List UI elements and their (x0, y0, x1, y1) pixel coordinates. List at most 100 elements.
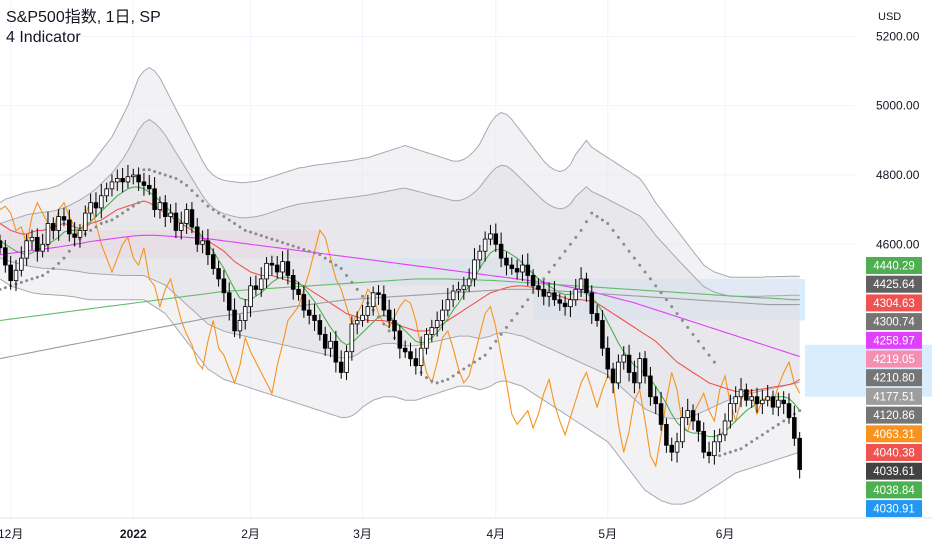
sar-dot (446, 377, 450, 381)
candle (152, 177, 157, 218)
candle-body (680, 417, 685, 443)
candle-body (786, 403, 792, 418)
candle (93, 192, 99, 217)
sar-dot (275, 239, 279, 243)
sar-dot (494, 339, 498, 343)
sar-dot (755, 436, 759, 440)
bollinger-outer-upper-line (0, 67, 800, 278)
sar-dot (131, 204, 135, 208)
candle-body (141, 181, 147, 186)
candle (685, 398, 690, 426)
candle-body (269, 262, 275, 266)
candles (0, 164, 802, 479)
sar-dot (430, 379, 434, 383)
candle (621, 346, 627, 370)
candle-body (253, 285, 259, 290)
candle-body (621, 354, 627, 363)
sar-dot (382, 322, 386, 326)
candle (338, 350, 344, 379)
candle-body (450, 290, 456, 301)
sar-dot (153, 170, 157, 174)
candle (280, 251, 285, 280)
bollinger-outer-band (0, 67, 800, 505)
candle-body (386, 309, 392, 321)
sar-dot (387, 329, 391, 333)
candle-body (83, 212, 88, 231)
candle (147, 174, 152, 196)
sar-dot (579, 228, 583, 232)
candle (290, 269, 296, 300)
candle (370, 286, 376, 316)
candle-body (568, 299, 573, 308)
candle-body (610, 368, 616, 384)
candle (35, 228, 40, 262)
sar-dot (643, 270, 647, 274)
candle (493, 223, 499, 252)
time-axis: 12月 2022 2月 3月 4月 5月 6月 (0, 517, 932, 541)
candle (776, 392, 781, 417)
candle-body (461, 285, 467, 290)
candle-body (93, 202, 99, 209)
candle-body (338, 361, 344, 373)
candle-body (115, 178, 120, 183)
candle-body (210, 254, 216, 269)
candle-body (413, 358, 419, 366)
candle (733, 386, 738, 413)
price-tag-background (866, 257, 922, 274)
candle-body (232, 309, 237, 332)
candle-body (541, 288, 547, 297)
candle-body (685, 410, 690, 418)
candle (701, 422, 706, 459)
candle-body (131, 174, 136, 178)
sar-dot (19, 280, 23, 284)
candle-body (3, 247, 8, 266)
sar-dot (510, 319, 514, 323)
candle (552, 281, 557, 306)
sar-dot (472, 360, 476, 364)
candle-body (67, 219, 72, 235)
candle-body (589, 292, 595, 314)
price-tag: 4120.86 (866, 406, 922, 424)
sar-dot (547, 270, 551, 274)
candle (40, 233, 45, 258)
sar-dot (739, 447, 743, 451)
candle-body (578, 278, 584, 290)
candle (680, 407, 685, 449)
sar-dot (590, 211, 594, 215)
sar-dot (158, 171, 162, 175)
candle-body (472, 259, 477, 280)
candle (466, 268, 472, 293)
candle-body (509, 264, 515, 269)
candle (626, 344, 632, 382)
candle (520, 254, 525, 282)
candle-body (349, 323, 355, 353)
candle (738, 378, 744, 408)
candle (424, 328, 429, 355)
candle-body (557, 299, 563, 304)
sar-dot (174, 176, 178, 180)
candle (269, 255, 275, 276)
candle (0, 234, 3, 254)
candle (450, 284, 456, 308)
sar-dot (281, 241, 285, 245)
price-tag: 4210.80 (866, 369, 922, 387)
candle-body (626, 354, 632, 373)
currency-label: USD (878, 11, 901, 23)
sar-dot (424, 376, 428, 380)
sar-dot (249, 230, 253, 234)
candle-body (147, 184, 152, 190)
price-tag: 4258.97 (866, 331, 922, 349)
price-tag-value: 4258.97 (873, 335, 915, 347)
candle (568, 290, 573, 318)
indicator-line-6 (0, 288, 800, 360)
candle-body (765, 396, 770, 401)
candle-body (552, 292, 557, 301)
sar-dot (478, 357, 482, 361)
sar-dot (190, 189, 194, 193)
candle-body (19, 257, 24, 271)
candle-body (408, 351, 413, 360)
candle (157, 196, 163, 219)
candle-body (712, 441, 717, 457)
